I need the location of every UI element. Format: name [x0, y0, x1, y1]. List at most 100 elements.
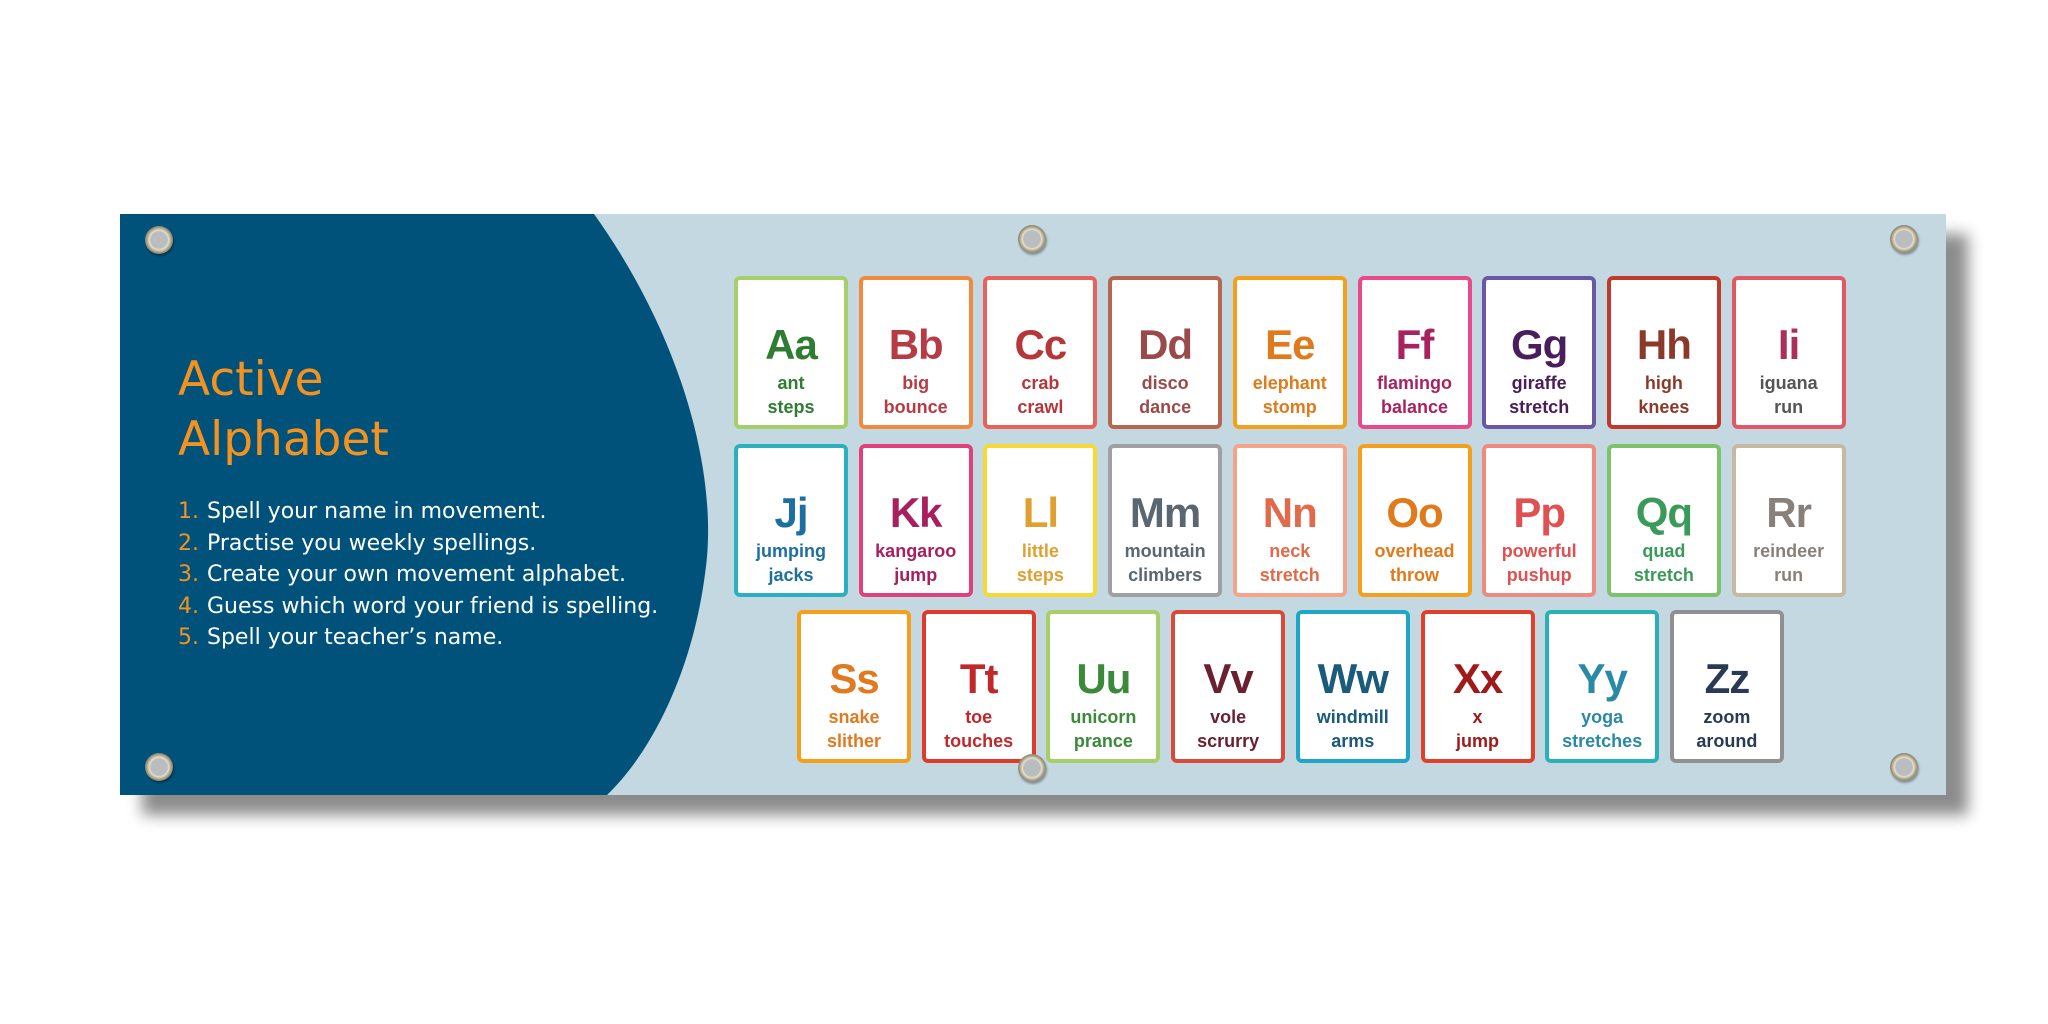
card-word: powerful [1501, 541, 1577, 561]
card-word: dance [1139, 397, 1192, 417]
card-letter: Ee [1265, 321, 1315, 368]
card-rr: Rr reindeer run [1731, 444, 1846, 597]
card-kk: Kk kangaroo jump [858, 444, 973, 597]
card-word: slither [826, 731, 882, 751]
instruction-item: 5. Spell your teacher’s name. [178, 622, 658, 654]
card-hh: Hh high knees [1606, 276, 1721, 429]
card-word: zoom [1703, 707, 1751, 727]
card-word: unicorn [1070, 707, 1137, 727]
card-letter: Uu [1076, 655, 1131, 702]
card-letter: Nn [1262, 489, 1318, 536]
card-letter: Jj [774, 489, 808, 536]
card-word: run [1774, 565, 1804, 585]
card-word: snake [828, 707, 880, 727]
card-word: stretch [1259, 565, 1320, 585]
card-word: throw [1390, 565, 1439, 585]
card-word: stomp [1262, 397, 1317, 417]
card-mm: Mm mountain climbers [1108, 444, 1223, 597]
grommet-icon [1018, 754, 1046, 782]
grommet-icon [145, 753, 173, 781]
instruction-number: 5. [178, 625, 199, 650]
card-aa: Aa ant steps [734, 276, 848, 429]
card-ee: Ee elephant stomp [1232, 276, 1347, 429]
card-ll: Ll little steps [983, 444, 1098, 597]
card-word: run [1774, 397, 1804, 417]
card-word: reindeer [1753, 541, 1825, 561]
card-word: steps [767, 397, 815, 417]
card-word: x [1472, 707, 1483, 727]
instruction-text: Guess which word your friend is spelling… [207, 593, 659, 619]
card-word: kangaroo [875, 541, 957, 561]
card-cc: Cc crab crawl [983, 276, 1098, 429]
card-zz: Zz zoom around [1669, 610, 1784, 763]
instruction-text: Practise you weekly spellings. [207, 530, 537, 556]
card-jj: Jj jumping jacks [734, 444, 848, 597]
card-letter: Dd [1138, 321, 1193, 368]
blue-panel [120, 214, 709, 795]
card-letter: Pp [1513, 489, 1566, 536]
card-word: big [902, 373, 930, 393]
card-word: quad [1642, 541, 1686, 561]
instruction-number: 3. [178, 562, 199, 587]
card-word: jumping [756, 541, 826, 561]
card-ff: Ff flamingo balance [1357, 276, 1472, 429]
instruction-item: 1. Spell your name in movement. [178, 496, 658, 528]
card-letter: Tt [959, 655, 999, 702]
card-ww: Ww windmill arms [1295, 610, 1410, 763]
card-word: windmill [1316, 707, 1389, 727]
card-letter: Ff [1395, 321, 1435, 368]
banner-title: Active Alphabet [178, 350, 389, 470]
grommet-icon [1890, 753, 1918, 781]
card-word: crab [1021, 373, 1060, 393]
card-letter: Rr [1766, 489, 1812, 536]
card-letter: Vv [1203, 655, 1253, 702]
card-word: disco [1141, 373, 1189, 393]
instruction-item: 3. Create your own movement alphabet. [178, 559, 658, 591]
card-letter: Ii [1777, 321, 1800, 368]
card-yy: Yy yoga stretches [1545, 610, 1660, 763]
card-letter: Oo [1386, 489, 1443, 536]
card-word: mountain [1124, 541, 1206, 561]
instruction-text: Spell your teacher’s name. [207, 625, 504, 650]
card-word: giraffe [1511, 373, 1567, 393]
card-word: toe [965, 707, 993, 727]
card-word: scrurry [1197, 731, 1260, 751]
grommet-icon [1018, 225, 1046, 253]
card-letter: Xx [1452, 655, 1503, 702]
instruction-number: 4. [178, 593, 199, 619]
instruction-number: 2. [178, 530, 199, 556]
card-letter: Gg [1511, 321, 1568, 368]
card-letter: Mm [1129, 489, 1201, 536]
grommet-icon [145, 226, 173, 254]
card-xx: Xx x jump [1420, 610, 1535, 763]
instruction-text: Spell your name in movement. [207, 499, 547, 524]
card-word: pushup [1506, 565, 1572, 585]
card-letter: Ss [829, 655, 879, 702]
card-dd: Dd disco dance [1108, 276, 1223, 429]
card-nn: Nn neck stretch [1232, 444, 1347, 597]
card-gg: Gg giraffe stretch [1482, 276, 1597, 429]
card-word: around [1696, 731, 1758, 751]
card-word: knees [1638, 397, 1690, 417]
card-word: high [1644, 373, 1683, 393]
card-pp: Pp powerful pushup [1482, 444, 1597, 597]
card-word: jacks [768, 565, 814, 585]
card-letter: Bb [888, 321, 944, 368]
active-alphabet-banner: Active Alphabet 1. Spell your name in mov… [120, 214, 1946, 795]
card-letter: Kk [889, 489, 943, 536]
card-word: yoga [1581, 707, 1624, 727]
card-word: overhead [1374, 541, 1455, 561]
card-tt: Tt toe touches [921, 610, 1036, 763]
card-word: elephant [1252, 373, 1327, 393]
card-letter: Ll [1022, 489, 1059, 536]
card-letter: Zz [1704, 655, 1751, 702]
card-letter: Cc [1014, 321, 1068, 368]
card-oo: Oo overhead throw [1357, 444, 1472, 597]
card-ii: Ii iguana run [1731, 276, 1846, 429]
card-word: climbers [1128, 565, 1203, 585]
card-word: arms [1331, 731, 1375, 751]
card-word: bounce [883, 397, 948, 417]
grommet-icon [1890, 225, 1918, 253]
card-word: stretches [1562, 731, 1643, 751]
card-vv: Vv vole scrurry [1171, 610, 1286, 763]
